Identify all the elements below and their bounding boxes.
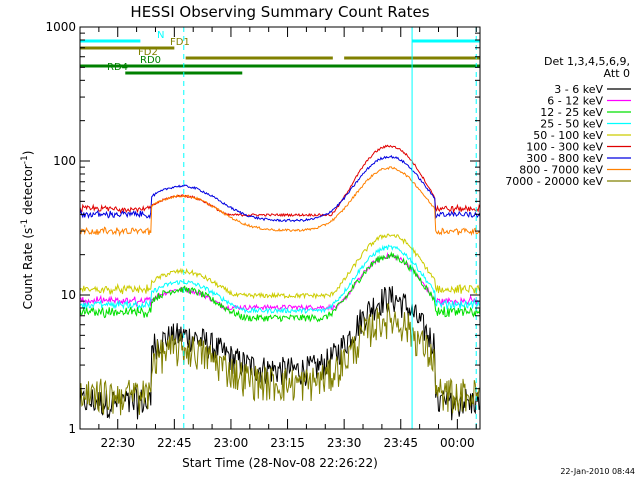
x-tick-label: 00:00 <box>440 436 475 450</box>
footer-timestamp: 22-Jan-2010 08:44 <box>560 467 635 476</box>
y-tick-label: 10 <box>61 288 76 302</box>
y-tick-label: 100 <box>53 154 76 168</box>
legend-label-25-50-kev: 25 - 50 keV <box>540 118 603 131</box>
legend-label-6-12-kev: 6 - 12 keV <box>547 95 603 108</box>
flag-label-fd1: FD1 <box>170 37 190 48</box>
flag-label-n: N <box>157 30 164 41</box>
x-tick-label: 23:00 <box>214 436 249 450</box>
legend-header-line2: Att 0 <box>604 67 630 80</box>
series-line-25-50-kev <box>79 244 481 315</box>
x-axis-ticks: 22:30 22:45 23:00 23:15 23:30 23:45 00:00 <box>98 27 477 450</box>
x-tick-label: 22:45 <box>157 436 192 450</box>
y-tick-label: 1000 <box>45 20 76 34</box>
y-axis-label: Count Rate (s-1 detector-1) <box>20 151 35 310</box>
legend-label-800-7000-kev: 800 - 7000 keV <box>519 164 603 177</box>
legend-label-7000-20000-kev: 7000 - 20000 keV <box>505 175 603 188</box>
y-axis-label-main: Count Rate (s <box>21 228 35 310</box>
legend-label-3-6-kev: 3 - 6 keV <box>554 83 603 96</box>
flag-label-fd2: FD2 <box>138 47 158 58</box>
legend-label-100-300-kev: 100 - 300 keV <box>526 141 603 154</box>
y-axis-ticks: 1 10 100 1000 <box>45 20 480 436</box>
legend-label-50-100-kev: 50 - 100 keV <box>533 129 603 142</box>
series-line-7000-20000-kev <box>79 303 481 416</box>
series-line-50-100-kev <box>79 233 481 300</box>
series-line-100-300-kev <box>79 144 481 218</box>
x-tick-label: 23:45 <box>383 436 418 450</box>
legend-label-12-25-kev: 12 - 25 keV <box>540 106 603 119</box>
y-axis-label-sup2: -1 <box>20 155 30 164</box>
y-axis-label-end: ) <box>21 151 35 156</box>
chart-title: HESSI Observing Summary Count Rates <box>130 3 429 21</box>
x-tick-label: 22:30 <box>100 436 135 450</box>
x-tick-label: 23:30 <box>327 436 362 450</box>
legend-header-line1: Det 1,3,4,5,6,9, <box>544 55 630 68</box>
series-line-300-800-kev <box>79 154 481 223</box>
legend-label-300-800-kev: 300 - 800 keV <box>526 152 603 165</box>
series-line-6-12-kev <box>79 251 481 312</box>
x-axis-label: Start Time (28-Nov-08 22:26:22) <box>182 456 378 470</box>
series-layer <box>79 144 481 421</box>
y-tick-label: 1 <box>68 422 76 436</box>
plot-frame <box>79 26 481 430</box>
x-tick-label: 23:15 <box>270 436 305 450</box>
flag-label-rd4: RD4 <box>107 62 128 73</box>
flag-label-rd0: RD0 <box>140 55 161 66</box>
series-line-3-6-kev <box>79 286 481 421</box>
y-axis-label-mid: detector <box>21 164 35 219</box>
series-line-800-7000-kev <box>79 166 481 237</box>
series-line-12-25-kev <box>79 251 481 323</box>
y-axis-label-sup1: -1 <box>20 219 30 228</box>
